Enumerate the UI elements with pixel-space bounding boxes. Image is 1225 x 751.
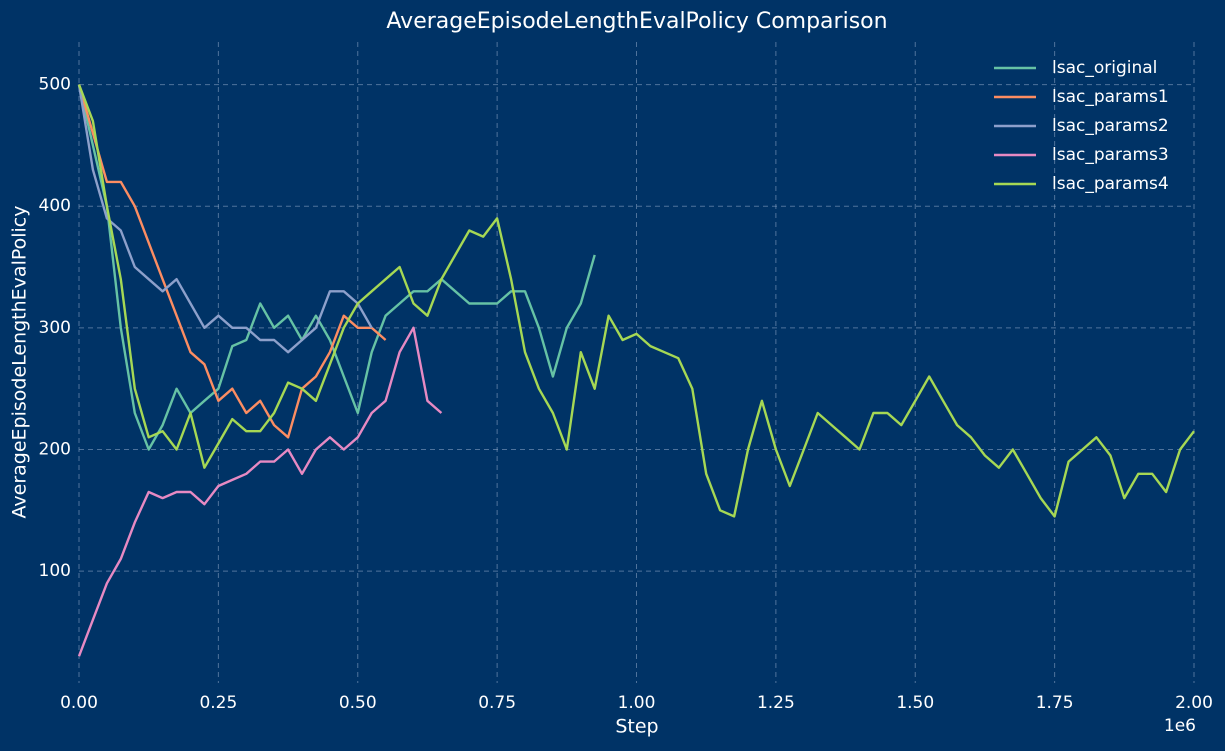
y-tick-label: 300 <box>39 318 71 338</box>
chart-title: AverageEpisodeLengthEvalPolicy Compariso… <box>386 9 887 34</box>
y-tick-label: 100 <box>39 561 71 581</box>
legend-label: lsac_params2 <box>1052 116 1169 136</box>
x-tick-label: 2.00 <box>1175 693 1213 713</box>
x-tick-label: 1.00 <box>618 693 656 713</box>
x-offset-label: 1e6 <box>1164 716 1196 736</box>
y-tick-label: 500 <box>39 75 71 95</box>
x-axis-label: Step <box>615 716 658 738</box>
y-tick-label: 200 <box>39 439 71 459</box>
legend-label: lsac_original <box>1052 58 1157 78</box>
y-axis-label: AverageEpisodeLengthEvalPolicy <box>9 206 31 519</box>
x-tick-label: 1.75 <box>1036 693 1074 713</box>
legend-label: lsac_params1 <box>1052 87 1169 107</box>
series-line <box>77 84 596 451</box>
x-tick-label: 0.25 <box>199 693 237 713</box>
series-line <box>77 84 373 354</box>
legend-label: lsac_params4 <box>1052 174 1169 194</box>
series-line <box>77 84 1195 518</box>
x-tick-label: 1.25 <box>757 693 795 713</box>
x-tick-label: 0.75 <box>478 693 516 713</box>
x-tick-label: 0.50 <box>339 693 377 713</box>
y-tick-label: 400 <box>39 196 71 216</box>
x-tick-label: 0.00 <box>60 693 98 713</box>
series-line <box>77 84 387 439</box>
series-line <box>77 326 443 657</box>
x-tick-label: 1.50 <box>896 693 934 713</box>
legend-label: lsac_params3 <box>1052 145 1169 165</box>
